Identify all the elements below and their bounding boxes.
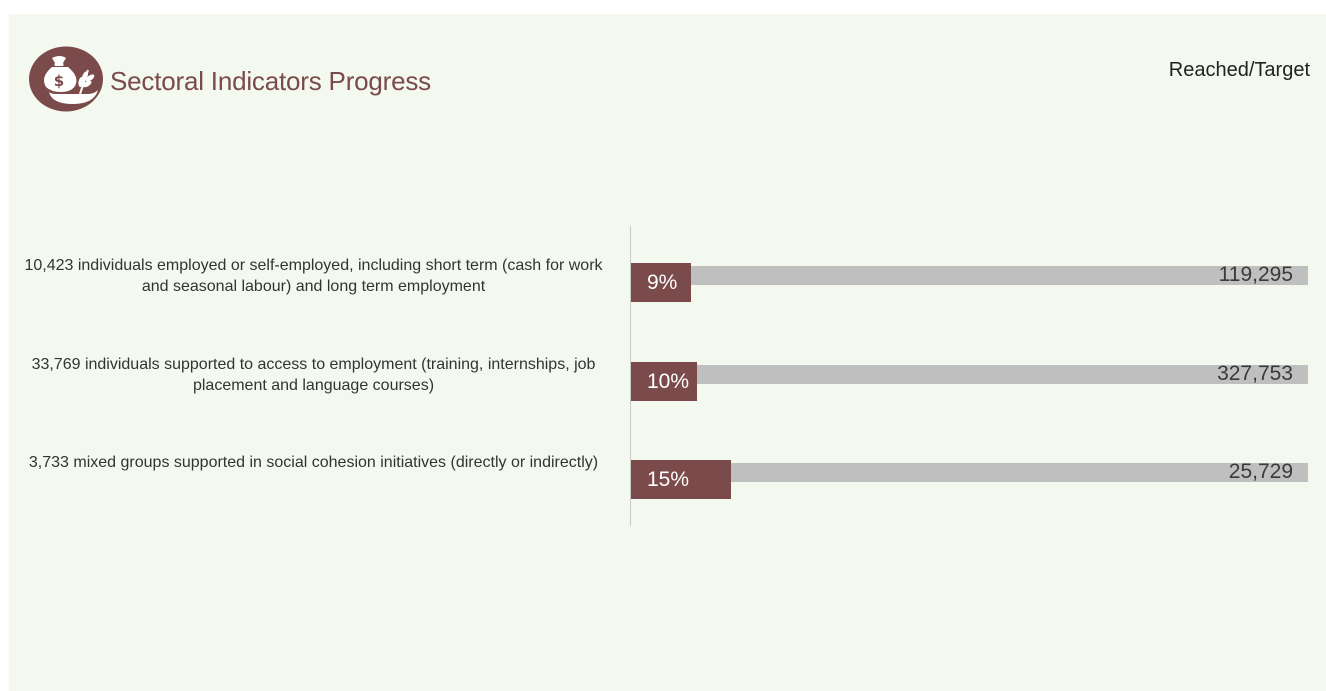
svg-text:$: $ xyxy=(54,72,64,90)
target-value-label: 327,753 xyxy=(1217,362,1293,385)
target-value-label: 25,729 xyxy=(1228,460,1293,483)
category-label: 33,769 individuals supported to access t… xyxy=(31,356,596,394)
target-bar xyxy=(631,266,1308,285)
reached-percent-label: 15% xyxy=(647,468,690,491)
target-value-label: 119,295 xyxy=(1218,263,1293,286)
reached-percent-label: 10% xyxy=(647,370,690,393)
target-bar xyxy=(631,463,1308,482)
chart-panel xyxy=(9,14,1326,691)
target-bar xyxy=(631,365,1308,384)
money-bag-wheat-icon: $ xyxy=(29,46,103,112)
reached-percent-label: 9% xyxy=(647,271,678,294)
category-label: 10,423 individuals employed or self-empl… xyxy=(24,257,603,295)
reached-bar: 9% xyxy=(631,263,691,302)
category-label: 3,733 mixed groups supported in social c… xyxy=(28,454,599,471)
legend-label: Reached/Target xyxy=(1168,59,1310,81)
reached-bar: 15% xyxy=(631,460,731,499)
page-title: Sectoral Indicators Progress xyxy=(110,66,431,96)
reached-bar: 10% xyxy=(631,362,697,401)
chart-axis-line xyxy=(630,226,631,526)
